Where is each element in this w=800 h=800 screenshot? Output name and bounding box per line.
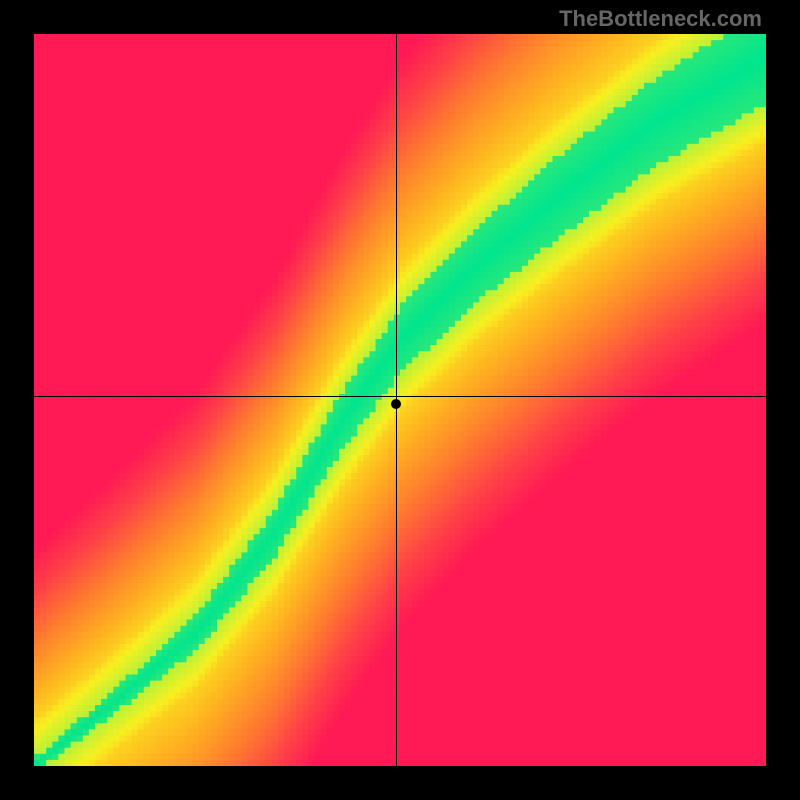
crosshair-horizontal — [34, 396, 766, 397]
chart-container: TheBottleneck.com — [0, 0, 800, 800]
watermark-text: TheBottleneck.com — [559, 6, 762, 32]
